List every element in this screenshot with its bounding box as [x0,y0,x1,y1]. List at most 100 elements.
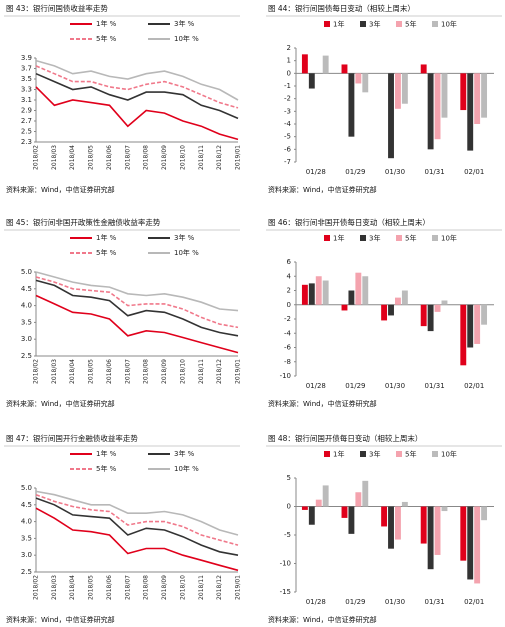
y-tick-label: -1 [284,82,291,90]
bar [388,506,394,549]
series-line [35,294,239,354]
y-tick-label: -4 [284,120,292,128]
bar [362,73,369,93]
legend-label: 5年 % [96,248,117,257]
y-tick-label: -6 [284,344,292,352]
y-tick-label: -3 [284,107,291,115]
x-tick-label: 2018/12 [216,359,223,384]
x-tick-label: 2018/10 [179,145,186,170]
chart-panel: 图 44：银行间国债每日变动（相较上周末） 资料来源：Wind，中信证券研究部 -7… [266,3,502,194]
y-tick-label: 3.0 [21,335,32,343]
legend-swatch [324,451,330,457]
y-tick-label: 4.0 [21,518,32,526]
x-tick-label: 01/29 [345,168,365,176]
y-tick-label: 3.9 [21,54,32,62]
y-tick-label: 3.1 [21,96,32,104]
bar [301,506,308,510]
bar [301,54,308,74]
y-tick-label: -10 [280,560,291,568]
legend-swatch [324,21,330,27]
y-tick-label: -10 [280,372,291,380]
x-tick-label: 2018/11 [198,359,205,384]
x-tick-label: 02/01 [464,382,484,390]
x-tick-label: 2018/03 [51,359,58,384]
x-tick-label: 2018/02 [33,575,40,600]
bar [467,304,474,348]
x-tick-label: 2018/04 [69,359,76,384]
legend-label: 10年 [441,20,457,29]
y-tick-label: -6 [284,145,292,153]
source-note: 资料来源：Wind，中信证券研究部 [6,185,115,194]
chart-title: 图 45：银行间非国开政策性金融债收益率走势 [6,217,161,227]
bar [348,290,355,305]
x-tick-label: 2018/10 [179,359,186,384]
x-tick-label: 2018/09 [161,145,168,170]
y-tick-label: 4 [287,272,292,280]
legend-swatch [360,21,366,27]
x-tick-label: 2018/04 [69,145,76,170]
bar [460,506,467,561]
bar [481,73,488,118]
legend-label: 5年 % [96,34,117,43]
series-line [35,72,239,120]
legend-label: 5年 [405,234,416,243]
source-note: 资料来源：Wind，中信证券研究部 [6,615,115,624]
bar [308,283,315,305]
legend-label: 3年 [369,234,380,243]
bar [427,73,434,150]
y-tick-label: 3.7 [21,65,32,73]
series-line [35,279,239,337]
y-tick-label: 4.0 [21,302,32,310]
legend-label: 10年 % [174,464,199,473]
bar [341,506,348,518]
bar [348,73,355,137]
y-tick-label: 5.0 [21,484,32,492]
y-tick-label: 3.0 [21,551,32,559]
bar [322,55,329,74]
bar [460,73,467,111]
x-tick-label: 01/29 [345,598,365,606]
x-tick-label: 2018/08 [143,575,150,600]
y-tick-label: 2.3 [21,138,32,146]
source-note: 资料来源：Wind，中信证券研究部 [268,615,377,624]
x-tick-label: 2018/12 [216,575,223,600]
bar [362,276,369,305]
bar [427,506,434,570]
bar [441,300,448,305]
legend-label: 10年 [441,450,457,459]
bar [467,506,474,580]
x-tick-label: 2018/07 [124,575,131,600]
bar [381,506,388,527]
chart-panel: 图 46：银行间非国开债每日变动（相较上周末） 资料来源：Wind，中信证券研究部… [266,217,502,408]
bar [341,64,348,74]
series-line [35,507,239,572]
legend-swatch [360,235,366,241]
bar [441,506,448,512]
y-tick-label: 2 [287,287,291,295]
y-tick-label: 3.5 [21,318,32,326]
y-tick-label: 3.3 [21,86,32,94]
x-tick-label: 2018/07 [124,145,131,170]
bar [441,73,448,118]
bar [395,73,401,109]
legend-label: 3年 % [174,233,195,242]
y-tick-label: -4 [284,329,292,337]
y-tick-label: 5.0 [21,268,32,276]
source-note: 资料来源：Wind，中信证券研究部 [6,399,115,408]
y-tick-label: 6 [287,258,292,266]
y-tick-label: -5 [284,531,291,539]
legend-label: 3年 % [174,19,195,28]
bar [434,73,441,140]
y-tick-label: -8 [284,358,291,366]
bar [427,304,434,332]
series-line [35,276,239,329]
bar [315,276,322,305]
y-tick-label: 0 [287,503,291,511]
bar [301,284,308,305]
x-tick-label: 2018/12 [216,145,223,170]
x-tick-label: 01/31 [425,382,445,390]
y-tick-label: -5 [284,133,291,141]
bar [420,64,427,74]
bar [401,501,408,507]
